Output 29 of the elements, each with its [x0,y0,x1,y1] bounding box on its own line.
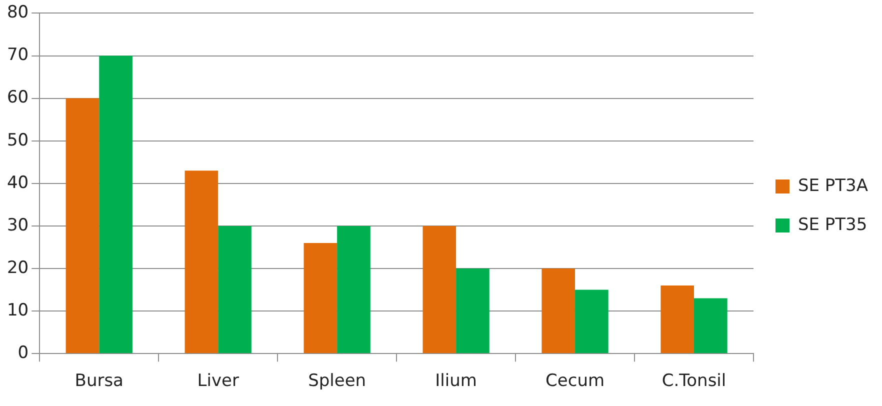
bar [660,286,694,354]
y-tick-label: 60 [6,88,29,108]
x-tick-label: Ilium [435,371,477,392]
y-tick-label: 20 [6,258,29,278]
y-tick-label: 0 [18,343,29,364]
bar [66,98,100,354]
x-tick-label: Spleen [308,371,366,392]
bar [337,226,370,354]
bar [99,56,132,354]
bar [422,226,456,354]
bar [304,242,338,354]
y-tick-label: 30 [6,215,29,236]
bar [542,268,576,354]
bar [456,268,490,354]
y-tick-label: 40 [6,172,29,193]
legend-label: SE PT35 [798,214,868,235]
bar [694,298,728,354]
bar [218,226,252,354]
x-tick-label: C.Tonsil [662,371,726,392]
x-tick-label: Liver [197,371,239,392]
legend-label: SE PT3A [798,176,868,196]
x-tick-label: Bursa [74,371,124,392]
bar [184,170,218,354]
y-tick-label: 50 [6,130,29,150]
y-tick-label: 80 [6,2,29,23]
x-tick-label: Cecum [546,371,605,392]
y-tick-label: 70 [6,45,29,66]
y-tick-label: 10 [6,300,29,320]
bar [575,290,608,354]
